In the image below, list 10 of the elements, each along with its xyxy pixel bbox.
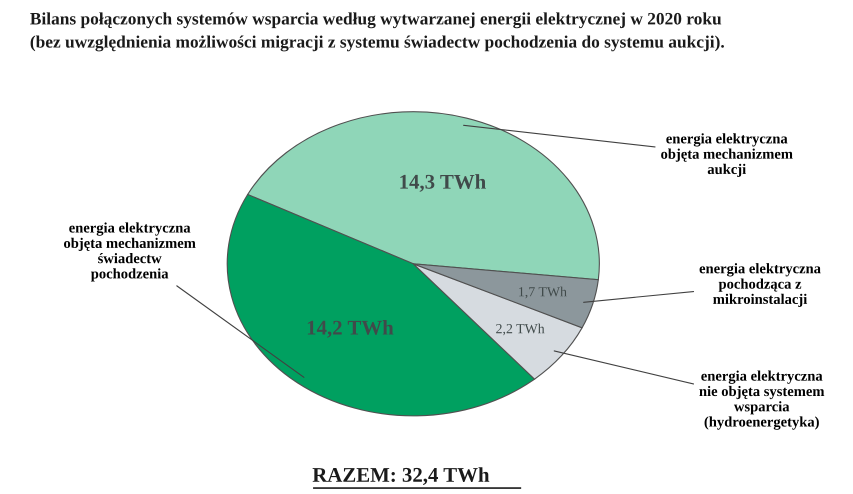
slice-label: energia elektryczna objęta mechanizmem świadectw pochodzenia — [64, 222, 196, 282]
data-label: 1,7 TWh — [519, 286, 567, 298]
data-label: 14,2 TWh — [308, 320, 394, 338]
data-label: 14,3 TWh — [400, 174, 486, 192]
slice-label: energia elektryczna nie objęta systemem wsparcia (hydroenergetyka) — [699, 370, 824, 430]
slice-label: energia elektryczna objęta mechanizmem aukcji — [661, 133, 793, 178]
chart-title: Bilans połączonych systemów wsparcia według wytwarzanej energii elektrycznej w 2020 roku (bez uwzględnienia możliwości migracji z systemu świadectw pochodzenia do systemu aukcji). — [30, 12, 724, 52]
data-label: 2,2 TWh — [496, 324, 544, 336]
slice-label: energia elektryczna pochodząca z mikroinstalacji — [700, 263, 821, 307]
text: RAZEM: 32,4 TWh — [312, 467, 490, 485]
